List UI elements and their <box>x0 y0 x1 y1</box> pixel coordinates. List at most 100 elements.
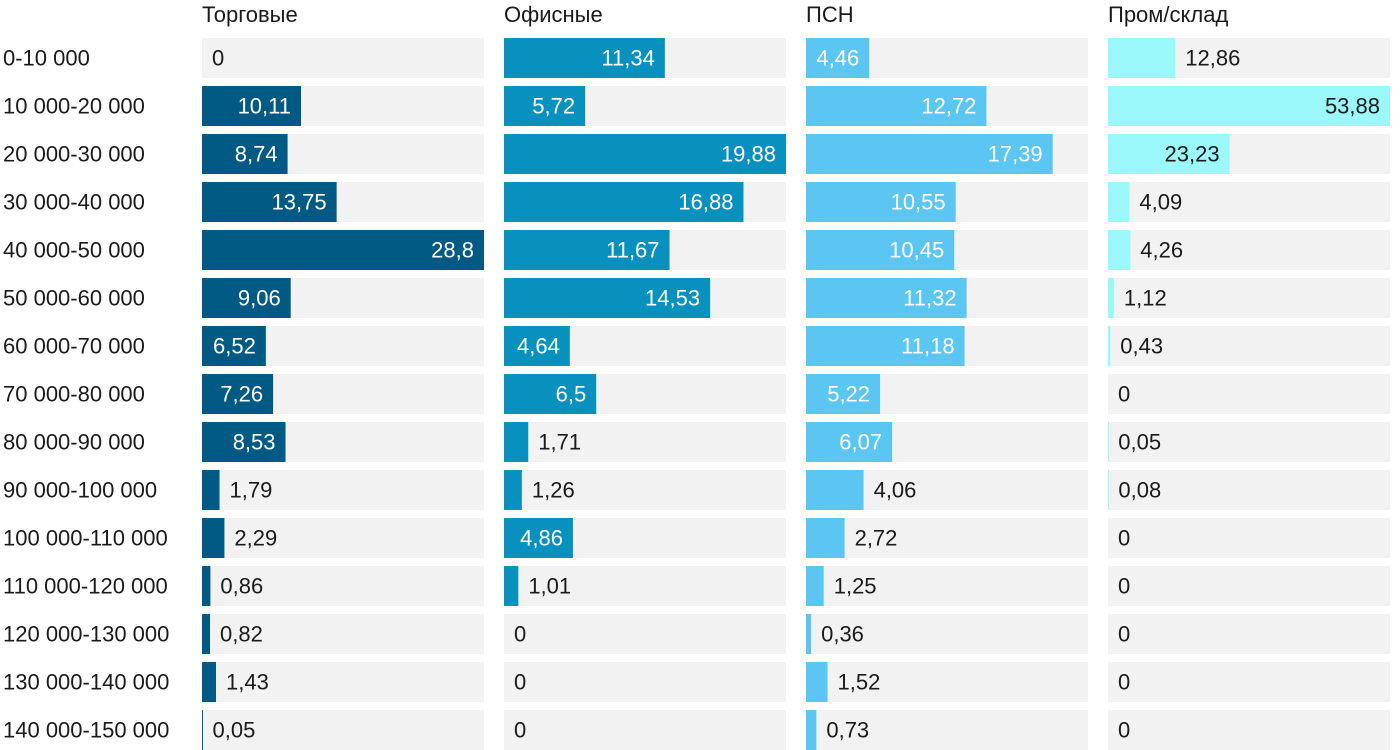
bar <box>504 326 570 366</box>
value-label: 5,22 <box>827 382 870 407</box>
value-label: 1,01 <box>528 574 571 599</box>
value-label: 0,73 <box>826 718 869 743</box>
bar <box>504 518 573 558</box>
value-label: 1,25 <box>834 574 877 599</box>
bar <box>1108 422 1109 462</box>
bar-track <box>1108 182 1390 222</box>
category-label: 80 000-90 000 <box>3 430 145 455</box>
value-label: 5,72 <box>532 94 575 119</box>
value-label: 0 <box>514 622 526 647</box>
value-label: 0,05 <box>1118 430 1161 455</box>
bar-track <box>1108 518 1390 558</box>
bar <box>202 662 217 702</box>
category-label: 10 000-20 000 <box>3 94 145 119</box>
value-label: 6,52 <box>213 334 256 359</box>
bar-track <box>1108 326 1390 366</box>
bar <box>202 182 337 222</box>
value-label: 4,46 <box>816 46 859 71</box>
bar <box>202 326 266 366</box>
value-label: 11,18 <box>901 334 954 359</box>
bar <box>504 182 744 222</box>
value-label: 0,05 <box>212 718 255 743</box>
value-label: 4,64 <box>517 334 560 359</box>
value-label: 0 <box>1118 574 1130 599</box>
bar <box>1108 182 1130 222</box>
bar <box>806 422 893 462</box>
bar <box>504 422 529 462</box>
bar <box>202 470 220 510</box>
bar-track <box>1108 566 1390 606</box>
value-label: 53,88 <box>1325 94 1380 119</box>
category-label: 90 000-100 000 <box>3 478 157 503</box>
value-label: 0 <box>1118 718 1130 743</box>
value-label: 17,39 <box>988 142 1043 167</box>
value-label: 8,74 <box>235 142 278 167</box>
bar <box>806 326 965 366</box>
bar-track <box>806 518 1088 558</box>
bar <box>504 374 597 414</box>
value-label: 2,29 <box>234 526 277 551</box>
bar <box>806 566 824 606</box>
value-label: 13,75 <box>272 190 327 215</box>
bar <box>806 662 828 702</box>
value-label: 7,26 <box>220 382 263 407</box>
bar-track <box>504 662 786 702</box>
bar <box>1108 134 1230 174</box>
value-label: 0 <box>514 670 526 695</box>
bar-track <box>202 470 484 510</box>
value-label: 12,72 <box>921 94 976 119</box>
value-label: 6,5 <box>556 382 587 407</box>
bar-track <box>1108 374 1390 414</box>
bar-track <box>202 614 484 654</box>
category-label: 40 000-50 000 <box>3 238 145 263</box>
bar-track <box>504 710 786 750</box>
value-label: 6,07 <box>839 430 882 455</box>
value-label: 4,26 <box>1140 238 1183 263</box>
bar <box>806 182 956 222</box>
category-label: 20 000-30 000 <box>3 142 145 167</box>
value-label: 1,79 <box>230 478 273 503</box>
bar <box>806 38 870 78</box>
category-label: 60 000-70 000 <box>3 334 145 359</box>
bar <box>202 566 211 606</box>
bar <box>202 374 274 414</box>
bar-track <box>806 614 1088 654</box>
bar-track <box>806 662 1088 702</box>
value-label: 0 <box>1118 382 1130 407</box>
bar <box>1108 86 1390 126</box>
value-label: 1,26 <box>532 478 575 503</box>
bar <box>504 230 670 270</box>
bar <box>806 518 845 558</box>
category-label: 120 000-130 000 <box>3 622 169 647</box>
bar <box>202 710 203 750</box>
value-label: 14,53 <box>645 286 700 311</box>
value-label: 0 <box>1118 526 1130 551</box>
bar-track <box>1108 278 1390 318</box>
series-title: Офисные <box>504 2 603 27</box>
value-label: 10,45 <box>889 238 944 263</box>
bar <box>504 470 522 510</box>
bar <box>806 278 967 318</box>
value-label: 19,88 <box>721 142 776 167</box>
value-label: 11,67 <box>606 238 659 263</box>
value-label: 1,12 <box>1124 286 1167 311</box>
category-label: 30 000-40 000 <box>3 190 145 215</box>
value-label: 9,06 <box>238 286 281 311</box>
bar-track <box>1108 470 1390 510</box>
bar <box>202 230 484 270</box>
value-label: 16,88 <box>678 190 733 215</box>
bar-track <box>1108 710 1390 750</box>
bar <box>504 38 665 78</box>
category-label: 0-10 000 <box>3 46 90 71</box>
value-label: 23,23 <box>1165 142 1220 167</box>
value-label: 10,11 <box>238 94 291 119</box>
value-label: 8,53 <box>233 430 276 455</box>
bar <box>1108 326 1111 366</box>
bar-track <box>504 422 786 462</box>
bar <box>1108 230 1131 270</box>
category-label: 140 000-150 000 <box>3 718 169 743</box>
series-title: Торговые <box>202 2 298 27</box>
value-label: 0 <box>212 46 224 71</box>
value-label: 0 <box>1118 622 1130 647</box>
